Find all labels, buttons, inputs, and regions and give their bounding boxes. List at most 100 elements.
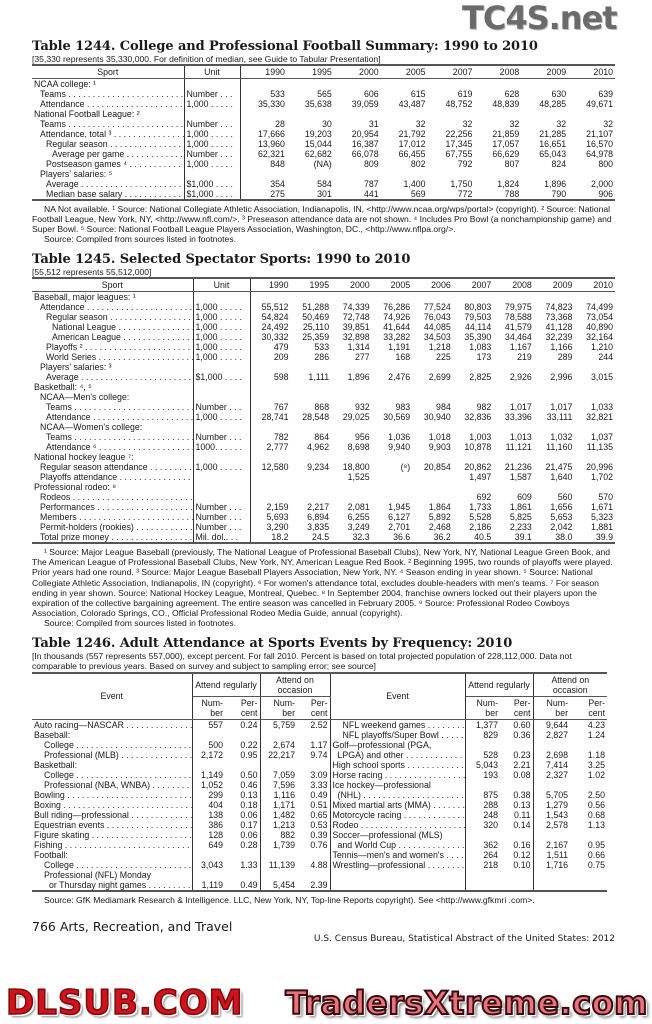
data-cell — [574, 452, 615, 462]
data-cell: 1,191 — [388, 342, 411, 353]
row-unit: Number . . . — [184, 149, 241, 159]
data-cell: 40,890 — [586, 322, 613, 333]
data-cell: 628 — [504, 89, 520, 99]
data-cell: 982 — [476, 402, 492, 413]
data-cell — [291, 382, 332, 392]
event-label: Tennis—men's and women's — [330, 849, 466, 860]
event-label: Auto racing—NASCAR — [32, 719, 193, 730]
data-cell: 35,638 — [304, 99, 332, 109]
data-cell: 275 — [240, 189, 287, 201]
event-label-text: High school sports — [332, 759, 405, 770]
data-cell: 301 — [286, 189, 334, 201]
data-cell: 2,217 — [307, 502, 330, 513]
data-cell — [250, 492, 291, 502]
event-label-text: Professional (NFL) Monday — [44, 869, 152, 880]
data-cell: 20,954 — [351, 129, 379, 139]
table-row: Professional (NFL) Monday — [32, 869, 607, 880]
data-cell: 28,548 — [302, 412, 330, 423]
table-row: Attendance ⁶ 1000. . . . . . 2,777 4,962 8,6… — [32, 442, 615, 453]
data-cell: 983 — [395, 402, 411, 413]
data-cell: 3,290 — [266, 522, 289, 533]
row-unit — [193, 422, 251, 433]
percent-cell: 1.13 — [587, 819, 606, 830]
data-cell — [568, 79, 615, 90]
data-cell: 1,210 — [590, 342, 613, 353]
event-label: Horse racing — [330, 769, 466, 780]
data-cell — [331, 362, 372, 372]
data-cell: 2,476 — [388, 372, 411, 383]
data-cell: 767 — [273, 402, 289, 413]
event-label: Bowling — [32, 789, 193, 800]
data-cell — [428, 169, 475, 179]
data-cell: 1,167 — [509, 342, 532, 353]
data-cell: 30,940 — [423, 412, 451, 423]
data-cell — [493, 482, 534, 492]
data-cell — [291, 472, 332, 482]
number-cell: 404 — [208, 799, 223, 810]
percent-cell — [570, 830, 607, 840]
percent-cell: 0.13 — [225, 789, 261, 800]
year-column-header: 2007 — [427, 64, 475, 79]
data-cell: 1,656 — [550, 502, 573, 513]
row-unit: 1,000 . . . . . — [184, 99, 241, 109]
row-label: Total prize money — [32, 532, 194, 545]
data-cell — [372, 422, 413, 432]
data-cell: 66,455 — [398, 149, 426, 159]
data-cell: 2,777 — [266, 442, 289, 453]
data-cell: 1,036 — [388, 432, 411, 443]
data-cell: 28,741 — [261, 412, 289, 423]
data-cell: 48,285 — [539, 99, 567, 109]
percent-cell — [225, 849, 261, 860]
number-cell: 2,827 — [546, 729, 569, 740]
data-cell: 21,236 — [504, 462, 532, 473]
data-cell — [372, 392, 413, 402]
data-cell: 1,111 — [308, 372, 330, 383]
data-cell — [381, 169, 428, 179]
year-column-header: 1995 — [286, 64, 334, 79]
percent-cell: 0.46 — [225, 779, 261, 790]
data-cell — [381, 109, 428, 119]
data-cell — [412, 472, 453, 482]
year-column-header: 2010 — [574, 277, 615, 293]
data-cell: 809 — [363, 159, 379, 169]
data-cell: 1,896 — [544, 179, 567, 189]
percent-cell: 3.33 — [297, 779, 331, 790]
table-row: Baseball, major leagues: ¹ — [32, 291, 615, 303]
number-cell — [465, 830, 500, 840]
row-label: Regular season — [32, 139, 185, 149]
percent-cell: 0.14 — [500, 819, 534, 830]
data-cell — [493, 422, 534, 432]
table-row: Total prize moneyMil. dol.. . .18.224.53… — [32, 532, 615, 545]
event-label: Wrestling—professional — [330, 859, 466, 870]
data-cell: 1,017 — [509, 402, 532, 413]
page-content: Table 1244. College and Professional Foo… — [32, 40, 615, 945]
data-cell: 5,892 — [428, 512, 451, 523]
data-cell: 2,042 — [550, 522, 573, 533]
percent-cell: 0.08 — [500, 769, 534, 780]
percent-cell: 0.06 — [225, 829, 261, 840]
event-header-left: Event — [32, 671, 193, 720]
event-header-right: Event — [330, 671, 466, 720]
data-cell — [474, 109, 521, 119]
data-cell — [372, 472, 413, 482]
data-cell: 1,497 — [469, 472, 492, 483]
year-column-header: 1995 — [290, 277, 332, 293]
year-column-header: 2006 — [412, 277, 453, 293]
data-cell: 11,121 — [505, 442, 532, 453]
percent-cell — [570, 780, 607, 790]
table-row: Teams Number . . . 782 864 956 1,036 1,018 1,00… — [32, 432, 615, 443]
number-cell — [192, 850, 225, 860]
year-column-header: 2008 — [493, 277, 534, 293]
table-1246-headnote: [In thousands (557 represents 557,000), … — [32, 650, 572, 671]
event-label — [330, 869, 466, 880]
row-unit: Mil. dol.. . . — [193, 532, 251, 545]
data-cell: 44,085 — [423, 322, 451, 333]
event-label: High school sports — [330, 759, 466, 770]
row-unit: $1,000 . . . . — [184, 189, 241, 201]
number-subheader: Num- ber — [465, 696, 501, 720]
data-cell: 39,059 — [351, 99, 379, 109]
number-cell — [192, 870, 225, 880]
data-cell: 18,800 — [342, 462, 370, 473]
event-label: Professional (NBA, WNBA) — [32, 779, 193, 790]
